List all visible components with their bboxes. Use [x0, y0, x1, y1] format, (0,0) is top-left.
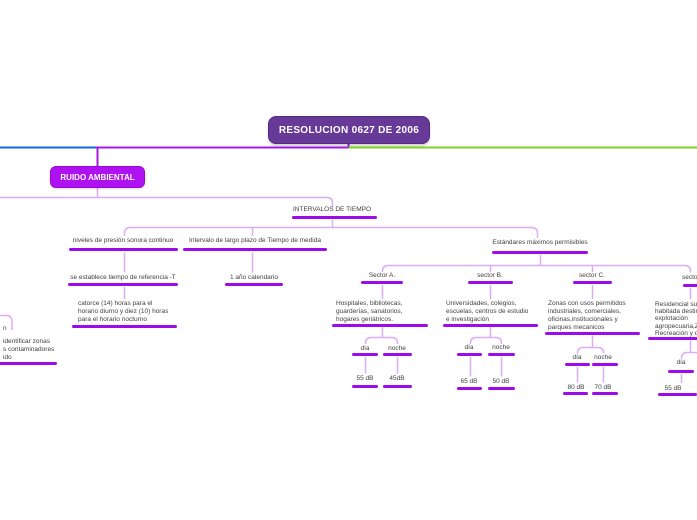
sector-d-underline	[683, 284, 697, 287]
sector-c-desc[interactable]: Zonas con usos permitidos industriales, …	[548, 300, 626, 331]
anio-calendario-node[interactable]: 1 año calendario	[229, 274, 279, 281]
sector-c-underline	[573, 281, 612, 284]
sector-a-underline	[361, 281, 403, 284]
sector-a-node[interactable]: Sector A.	[368, 272, 396, 279]
sector-a-dia-label[interactable]: día	[360, 345, 370, 352]
sector-b-node[interactable]: sector B.	[477, 272, 503, 279]
sector-a-desc[interactable]: Hospitales, bibliotecas, guarderías, san…	[336, 300, 403, 323]
left-fragment-underline	[0, 362, 57, 365]
intervalos-node[interactable]: INTERVALOS DE TIEMPO	[292, 206, 372, 213]
intervalos-underline	[292, 216, 377, 219]
sector-c-dia-underline	[565, 363, 590, 366]
sector-d-dia-underline	[668, 370, 694, 373]
sector-b-noche-db[interactable]: 50 dB	[492, 378, 510, 385]
sector-b-desc[interactable]: Universidades, colegios, escuelas, centr…	[446, 300, 529, 323]
sector-c-dia-db-underline	[563, 392, 588, 395]
sector-d-dia-db-underline	[658, 393, 697, 396]
sector-c-desc-underline	[545, 332, 640, 335]
sector-a-dia-underline	[352, 353, 378, 356]
niveles-underline	[69, 248, 178, 251]
ruido-ambiental-node[interactable]: RUIDO AMBIENTAL	[50, 166, 145, 188]
horas-node[interactable]: catorce (14) horas para el horario diurn…	[78, 300, 169, 323]
branch-line-purple	[96, 141, 350, 166]
left-fragment-node[interactable]: identificar zonas s contaminadores ido	[3, 338, 55, 361]
anio-calendario-underline	[225, 283, 283, 286]
sector-b-noche-underline	[488, 353, 515, 356]
tiempo-referencia-underline	[68, 283, 178, 286]
sector-a-desc-underline	[332, 324, 428, 327]
sector-c-node[interactable]: sector C.	[578, 272, 606, 279]
sector-a-noche-label[interactable]: noche	[388, 345, 406, 352]
sector-a-noche-db-underline	[383, 385, 412, 388]
intervalo-largo-node[interactable]: Intervalo de largo plazo de Tiempo de me…	[189, 237, 321, 244]
estandares-underline	[492, 251, 588, 254]
sector-a-noche-db[interactable]: 45dB	[389, 375, 405, 382]
sector-b-dia-db[interactable]: 65 dB	[460, 378, 478, 385]
sector-b-dia-label[interactable]: día	[464, 344, 474, 351]
sector-d-desc[interactable]: Residencial sub habitada destin explotac…	[655, 301, 697, 337]
sector-a-noche-underline	[383, 353, 412, 356]
sector-a-dia-db-underline	[352, 385, 378, 388]
sector-b-noche-label[interactable]: noche	[492, 344, 510, 351]
root-node[interactable]: RESOLUCION 0627 DE 2006	[268, 116, 430, 144]
horas-underline	[72, 325, 177, 328]
tiempo-referencia-node[interactable]: se establece tiempo de referencia -T	[70, 274, 176, 281]
sector-c-noche-db[interactable]: 70 dB	[594, 384, 612, 391]
intervalo-largo-underline	[183, 248, 327, 251]
niveles-node[interactable]: niveles de presión sonora continuo	[72, 237, 174, 244]
left-fragment-line[interactable]: n	[3, 325, 7, 332]
sector-d-dia-db[interactable]: 55 dB	[664, 385, 682, 392]
sector-c-noche-db-underline	[592, 392, 618, 395]
sector-c-noche-underline	[592, 363, 618, 366]
sector-d-dia-label[interactable]: día	[676, 359, 686, 366]
sector-a-dia-db[interactable]: 55 dB	[356, 375, 374, 382]
sector-c-dia-db[interactable]: 80 dB	[567, 384, 585, 391]
sector-c-dia-label[interactable]: día	[572, 354, 582, 361]
sector-b-noche-db-underline	[488, 387, 515, 390]
estandares-node[interactable]: Estándares máximos permisibles	[492, 239, 588, 246]
sector-b-dia-db-underline	[457, 387, 482, 390]
sector-b-underline	[468, 281, 513, 284]
sector-c-noche-label[interactable]: noche	[594, 354, 612, 361]
sector-d-node[interactable]: secto	[682, 274, 697, 281]
sector-b-desc-underline	[443, 324, 538, 327]
sector-b-dia-underline	[457, 353, 482, 356]
sector-d-desc-underline	[648, 337, 697, 340]
